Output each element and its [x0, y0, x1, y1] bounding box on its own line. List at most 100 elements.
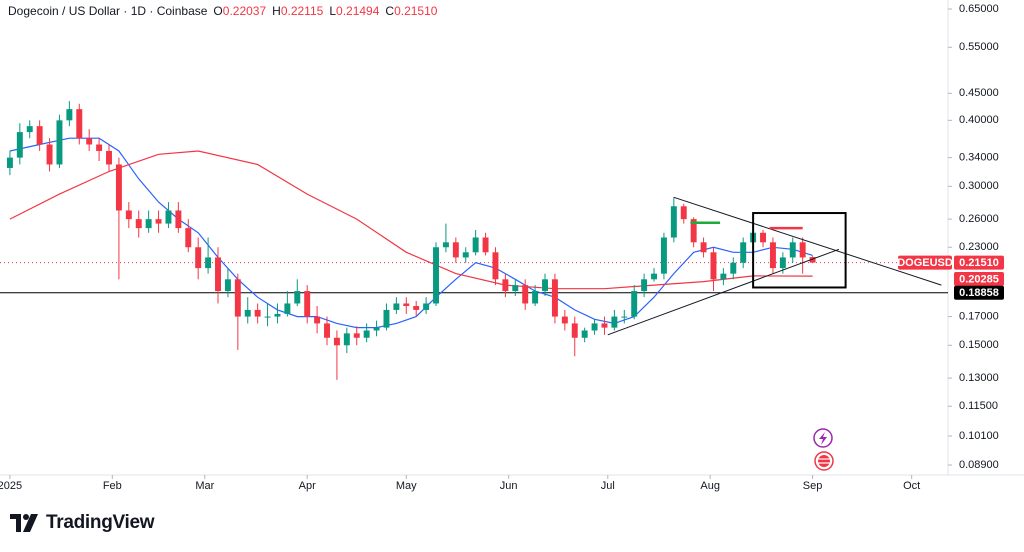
candle-body: [224, 279, 231, 292]
candle-body: [353, 333, 360, 338]
candle-body: [631, 291, 638, 317]
ohlc-key: O: [213, 4, 223, 18]
candle-body: [591, 323, 598, 331]
candle-body: [165, 210, 172, 224]
x-tick-label: Sep: [803, 480, 823, 492]
candle-body: [66, 109, 73, 121]
candle-body: [462, 252, 469, 258]
candle-body: [135, 219, 142, 229]
candle-body: [155, 219, 162, 224]
candle-body: [502, 279, 509, 292]
ohlc-key: C: [385, 4, 395, 18]
brand-logo: [10, 514, 38, 532]
price-label-bg: [954, 255, 1004, 270]
candle-body: [601, 323, 608, 328]
moving-average-line: [9, 150, 813, 290]
candle-body: [690, 219, 697, 243]
lightning-glyph: [819, 432, 827, 445]
candle-body: [244, 309, 251, 317]
highlight-box: [752, 212, 847, 289]
brand: TradingView: [10, 512, 155, 534]
y-tick-label: 0.45000: [959, 87, 999, 99]
x-tick-label: Feb: [103, 480, 122, 492]
candle-body: [789, 242, 796, 258]
candle-body: [809, 257, 816, 263]
candle-body: [333, 337, 340, 346]
y-tick-label: 0.40000: [959, 114, 999, 126]
candle-body: [373, 327, 380, 331]
candle-body: [651, 273, 657, 280]
x-tick-label: Jun: [500, 480, 518, 492]
candle-body: [740, 242, 747, 263]
x-tick-label: Aug: [700, 480, 720, 492]
candle-body: [433, 247, 439, 304]
candle-body: [403, 303, 410, 307]
y-tick-label: 0.65000: [959, 3, 999, 15]
candle-body: [26, 126, 33, 133]
event-icons: [813, 428, 834, 471]
candle-body: [492, 252, 499, 280]
x-tick-label: Oct: [903, 480, 920, 492]
candle-body: [413, 306, 420, 310]
y-tick-label: 0.10100: [959, 430, 999, 442]
candle-body: [611, 316, 618, 328]
horizontal-line-label-bg: [954, 285, 1004, 300]
x-tick-label: May: [396, 480, 417, 492]
candle-body: [254, 309, 261, 317]
candle-body: [710, 252, 717, 280]
candle-body: [304, 291, 311, 317]
candle-body: [442, 242, 449, 248]
ma-value-label: 0.20285: [959, 273, 999, 285]
x-tick-label: Mar: [195, 480, 214, 492]
candle-body: [264, 316, 271, 318]
symbol-label: DOGEUSD: [897, 257, 953, 269]
candle-body: [423, 303, 430, 310]
candle-body: [363, 330, 370, 338]
candle-body: [680, 206, 687, 220]
candle-body: [284, 303, 291, 314]
candle-body: [452, 242, 459, 258]
flag-glyph: [818, 455, 830, 467]
x-tick-label: 2025: [0, 480, 22, 492]
y-tick-label: 0.34000: [959, 152, 999, 164]
ohlc-key: H: [272, 4, 281, 18]
symbol-label-bg: [898, 255, 952, 270]
candle-body: [36, 126, 43, 145]
candle-body: [779, 257, 786, 269]
candle-body: [274, 313, 281, 317]
candle-body: [621, 316, 628, 318]
horizontal-line-label: 0.18858: [959, 287, 999, 299]
y-tick-label: 0.15000: [959, 339, 999, 351]
candle-body: [660, 237, 667, 274]
candle-body: [700, 242, 707, 253]
candle-body: [86, 138, 93, 145]
candle-body: [195, 247, 202, 269]
trendline: [673, 196, 942, 286]
y-tick-label: 0.08900: [959, 459, 999, 471]
y-tick-label: 0.26000: [959, 213, 999, 225]
candle-body: [581, 330, 588, 338]
y-tick-label: 0.11500: [959, 400, 998, 412]
candle-body: [512, 285, 519, 292]
ohlc-value: 0.21494: [336, 4, 380, 18]
candle-body: [551, 279, 558, 317]
x-tick-label: Apr: [299, 480, 316, 492]
candle-body: [56, 120, 63, 165]
brand-name: TradingView: [46, 512, 155, 533]
candle-body: [215, 257, 221, 292]
candle-body: [46, 144, 53, 165]
candle-body: [472, 237, 479, 253]
candle-body: [799, 242, 806, 258]
y-tick-label: 0.17000: [959, 310, 999, 322]
ma-value-label-bg: [954, 272, 1004, 287]
candle-body: [145, 219, 152, 229]
candle-body: [106, 150, 112, 165]
candle-body: [522, 285, 529, 304]
candle-body: [561, 316, 568, 324]
candle-body: [482, 237, 489, 253]
symbol-title: Dogecoin / US Dollar · 1D · Coinbase: [8, 4, 208, 18]
candle-body: [760, 232, 766, 243]
candle-body: [720, 273, 727, 280]
